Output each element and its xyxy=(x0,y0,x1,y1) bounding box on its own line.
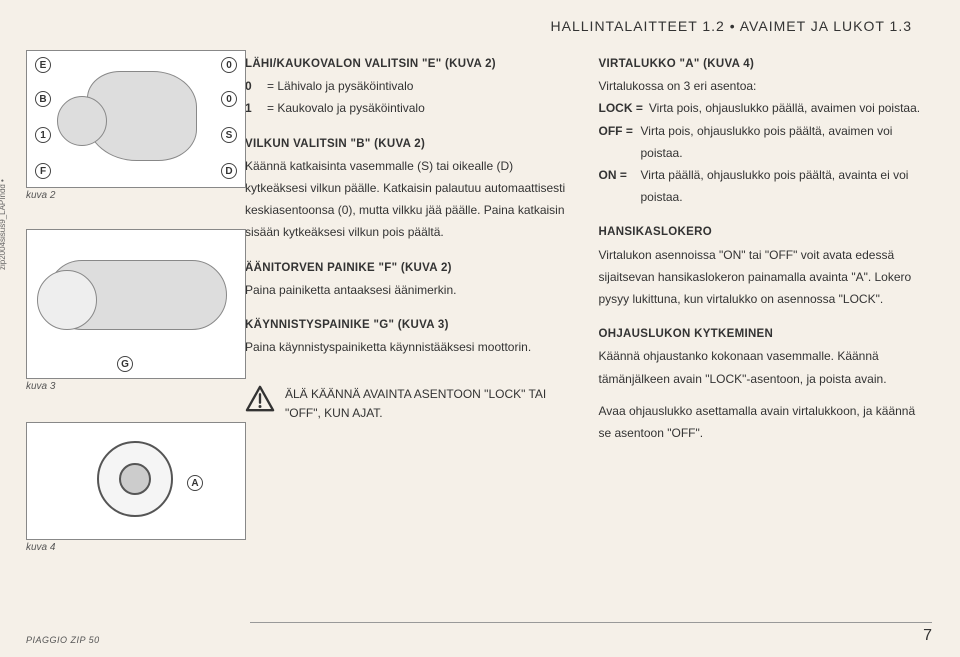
page-number: 7 xyxy=(923,627,932,645)
section-ohjaus-body2: Avaa ohjauslukko asettamalla avain virta… xyxy=(599,400,931,444)
section-virtalukko-title: VIRTALUKKO "A" (KUVA 4) xyxy=(599,54,931,75)
section-e-title: LÄHI/KAUKOVALON VALITSIN "E" (KUVA 2) xyxy=(245,54,577,75)
section-hansikas-title: HANSIKASLOKERO xyxy=(599,222,931,243)
warning-box: ÄLÄ KÄÄNNÄ AVAINTA ASENTOON "LOCK" TAI "… xyxy=(245,385,577,423)
warning-triangle-icon xyxy=(245,385,275,413)
marker-0a: 0 xyxy=(221,57,237,73)
list-val: = Kaukovalo ja pysäköintivalo xyxy=(267,97,577,119)
list-val: Virta päällä, ohjauslukko pois päältä, a… xyxy=(641,164,931,208)
marker-0b: 0 xyxy=(221,91,237,107)
section-hansikas-body: Virtalukon asennoissa "ON" tai "OFF" voi… xyxy=(599,244,931,311)
section-f-title: ÄÄNITORVEN PAINIKE "F" (KUVA 2) xyxy=(245,258,577,279)
marker-S: S xyxy=(221,127,237,143)
section-ohjaus-title: OHJAUSLUKON KYTKEMINEN xyxy=(599,324,931,345)
section-g-title: KÄYNNISTYSPAINIKE "G" (KUVA 3) xyxy=(245,315,577,336)
figure-4: A xyxy=(26,422,246,540)
figure-2-label: kuva 2 xyxy=(26,190,245,201)
list-item: 0 = Lähivalo ja pysäköintivalo xyxy=(245,75,577,97)
figures-column: zip2004sisus9_LAPIndd • E B 1 F 0 0 S D … xyxy=(0,50,245,553)
list-key: ON = xyxy=(599,164,641,208)
list-val: = Lähivalo ja pysäköintivalo xyxy=(267,75,577,97)
figure-3: G xyxy=(26,229,246,379)
list-item: OFF = Virta pois, ohjauslukko pois päält… xyxy=(599,120,931,164)
marker-G: G xyxy=(117,356,133,372)
marker-D: D xyxy=(221,163,237,179)
list-key: 0 xyxy=(245,75,267,97)
list-key: LOCK = xyxy=(599,97,649,119)
list-val: Virta pois, ohjauslukko pois päältä, ava… xyxy=(641,120,931,164)
figure-2: E B 1 F 0 0 S D xyxy=(26,50,246,188)
marker-B: B xyxy=(35,91,51,107)
warning-text: ÄLÄ KÄÄNNÄ AVAINTA ASENTOON "LOCK" TAI "… xyxy=(285,385,577,423)
marker-A: A xyxy=(187,475,203,491)
footer-rule xyxy=(250,622,932,623)
column-b: VIRTALUKKO "A" (KUVA 4) Virtalukossa on … xyxy=(599,50,931,553)
marker-F: F xyxy=(35,163,51,179)
section-b-body: Käännä katkaisinta vasemmalle (S) tai oi… xyxy=(245,155,577,244)
list-key: 1 xyxy=(245,97,267,119)
footer-model: PIAGGIO ZIP 50 xyxy=(26,635,100,645)
marker-E: E xyxy=(35,57,51,73)
text-columns: LÄHI/KAUKOVALON VALITSIN "E" (KUVA 2) 0 … xyxy=(245,50,960,553)
column-a: LÄHI/KAUKOVALON VALITSIN "E" (KUVA 2) 0 … xyxy=(245,50,577,553)
marker-1: 1 xyxy=(35,127,51,143)
spine-text: zip2004sisus9_LAPIndd • xyxy=(0,179,7,270)
list-item: LOCK = Virta pois, ohjauslukko päällä, a… xyxy=(599,97,931,119)
list-item: ON = Virta päällä, ohjauslukko pois pääl… xyxy=(599,164,931,208)
section-f-body: Paina painiketta antaaksesi äänimerkin. xyxy=(245,279,577,301)
figure-3-label: kuva 3 xyxy=(26,381,245,392)
figure-4-label: kuva 4 xyxy=(26,542,245,553)
section-virtalukko-intro: Virtalukossa on 3 eri asentoa: xyxy=(599,75,931,97)
main-content: zip2004sisus9_LAPIndd • E B 1 F 0 0 S D … xyxy=(0,42,960,553)
list-key: OFF = xyxy=(599,120,641,164)
section-b-title: VILKUN VALITSIN "B" (KUVA 2) xyxy=(245,134,577,155)
list-item: 1 = Kaukovalo ja pysäköintivalo xyxy=(245,97,577,119)
list-val: Virta pois, ohjauslukko päällä, avaimen … xyxy=(649,97,930,119)
section-g-body: Paina käynnistyspainiketta käynnistääkse… xyxy=(245,336,577,358)
section-ohjaus-body1: Käännä ohjaustanko kokonaan vasemmalle. … xyxy=(599,345,931,389)
page-header: HALLINTALAITTEET 1.2 • AVAIMET JA LUKOT … xyxy=(0,0,960,42)
